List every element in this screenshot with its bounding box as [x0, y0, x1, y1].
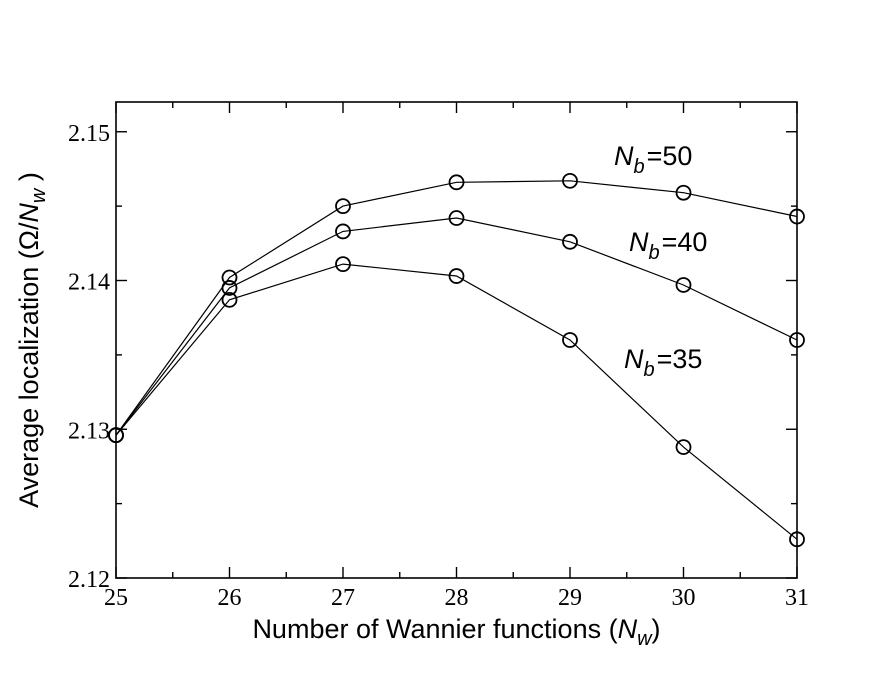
data-point — [448, 210, 465, 226]
y-axis-label-text: Average localization (Ω/ — [14, 222, 44, 508]
y-axis-label-close: ) — [14, 172, 44, 189]
data-point — [562, 172, 578, 189]
annotation-value: =35 — [657, 344, 703, 374]
data-point — [108, 427, 124, 444]
data-point — [221, 291, 238, 308]
data-point — [562, 332, 578, 348]
x-tick-label: 29 — [558, 585, 582, 611]
y-tick-label: 2.15 — [68, 121, 110, 147]
series-annotation: Nb=40 — [629, 227, 707, 264]
annotation-subscript: b — [644, 359, 655, 381]
annotation-value: =50 — [647, 141, 693, 171]
data-point — [789, 332, 805, 348]
series-annotation: Nb=50 — [614, 141, 692, 178]
x-tick-label: 26 — [218, 585, 242, 611]
annotation-symbol: N — [614, 141, 634, 171]
data-point — [335, 256, 351, 273]
x-tick-label: 31 — [785, 585, 809, 611]
data-point — [448, 174, 465, 191]
x-axis-label-symbol: N — [618, 614, 638, 644]
annotation-subscript: b — [649, 242, 660, 264]
data-point — [675, 277, 692, 293]
x-tick-label: 30 — [672, 585, 696, 611]
data-point — [675, 184, 692, 201]
annotation-symbol: N — [624, 344, 644, 374]
data-point — [221, 280, 238, 296]
x-tick-label: 27 — [331, 585, 355, 611]
y-tick-label: 2.14 — [68, 270, 110, 296]
x-tick-label: 25 — [104, 585, 128, 611]
x-axis-label-subscript: w — [637, 628, 653, 650]
annotation-value: =40 — [662, 227, 708, 257]
y-axis-label-subscript: w — [28, 187, 50, 203]
data-point — [789, 531, 805, 548]
series-line — [115, 263, 798, 540]
series-line — [115, 180, 798, 436]
data-point — [221, 269, 238, 286]
plot-frame — [115, 101, 798, 579]
data-point — [675, 439, 692, 456]
y-axis-label: Average localization (Ω/Nw ) — [14, 172, 50, 508]
x-tick-label: 28 — [445, 585, 469, 611]
annotation-subscript: b — [634, 156, 645, 178]
y-tick-label: 2.12 — [68, 567, 110, 593]
y-tick-label: 2.13 — [68, 418, 110, 444]
annotation-symbol: N — [629, 227, 649, 257]
data-point — [789, 208, 805, 225]
x-axis-label-close: ) — [652, 614, 661, 644]
data-point — [448, 268, 465, 284]
series-annotation: Nb=35 — [624, 344, 702, 381]
data-point — [562, 233, 578, 250]
x-axis-label: Number of Wannier functions (Nw) — [252, 614, 660, 650]
data-point — [335, 223, 351, 240]
series-line — [115, 217, 798, 436]
x-axis-label-text: Number of Wannier functions ( — [252, 614, 617, 644]
y-axis-label-symbol: N — [14, 203, 44, 223]
data-point — [335, 198, 351, 215]
